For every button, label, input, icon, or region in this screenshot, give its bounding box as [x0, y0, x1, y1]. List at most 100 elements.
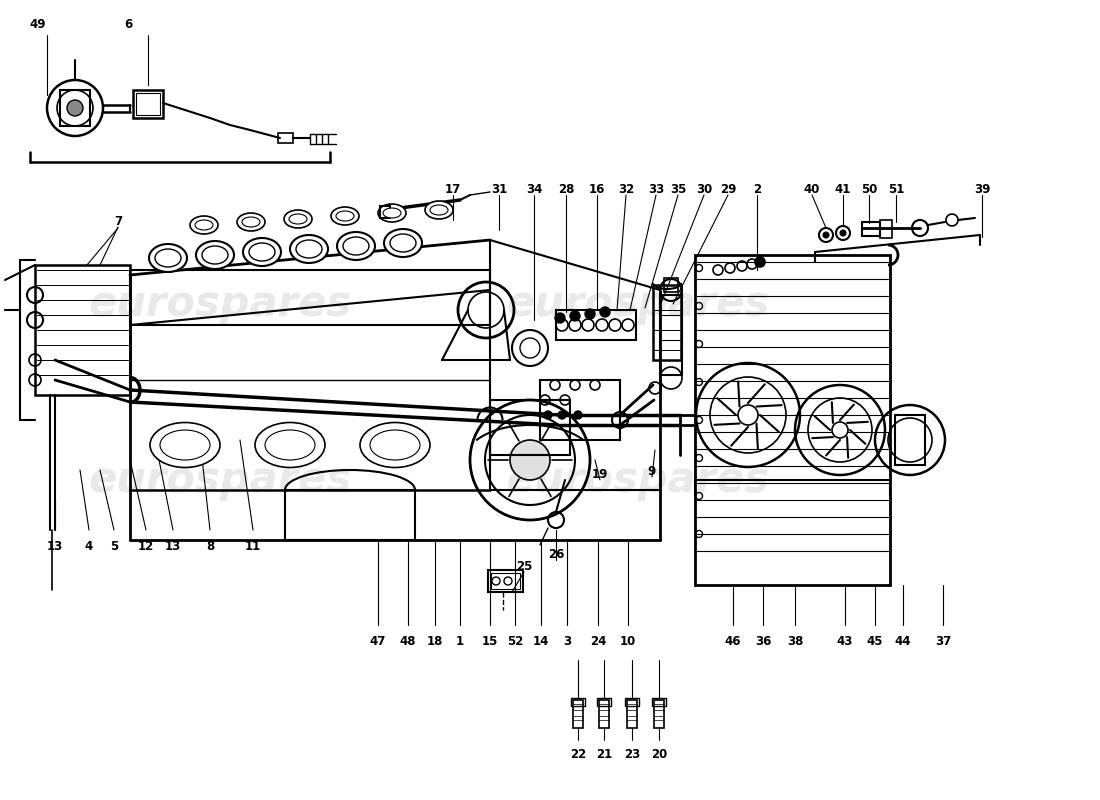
- Text: 32: 32: [618, 183, 634, 196]
- Ellipse shape: [337, 232, 375, 260]
- Text: 14: 14: [532, 635, 549, 648]
- Circle shape: [585, 309, 595, 319]
- Text: 45: 45: [867, 635, 883, 648]
- Ellipse shape: [383, 208, 402, 218]
- Bar: [664, 278, 678, 292]
- Text: 15: 15: [482, 635, 498, 648]
- Text: 29: 29: [719, 183, 736, 196]
- Bar: [491, 573, 520, 589]
- Circle shape: [823, 232, 829, 238]
- Text: 11: 11: [245, 540, 261, 553]
- Bar: [379, 206, 390, 218]
- Circle shape: [556, 313, 565, 323]
- Ellipse shape: [202, 246, 228, 264]
- Bar: [862, 222, 880, 236]
- Bar: [886, 255, 890, 585]
- Circle shape: [832, 422, 848, 438]
- Text: 6: 6: [124, 18, 132, 31]
- Bar: [488, 570, 522, 592]
- Bar: [60, 90, 90, 126]
- Text: 8: 8: [206, 540, 214, 553]
- Text: 41: 41: [835, 183, 851, 196]
- Text: eurospares: eurospares: [506, 283, 770, 325]
- Text: 51: 51: [888, 183, 904, 196]
- Circle shape: [558, 411, 566, 419]
- Circle shape: [570, 311, 580, 321]
- Ellipse shape: [360, 422, 430, 467]
- Text: 10: 10: [620, 635, 636, 648]
- Ellipse shape: [160, 430, 210, 460]
- Text: 24: 24: [590, 635, 606, 648]
- Text: 37: 37: [935, 635, 952, 648]
- Text: eurospares: eurospares: [506, 459, 770, 501]
- Bar: [278, 133, 293, 143]
- Text: 26: 26: [548, 548, 564, 561]
- Ellipse shape: [196, 241, 234, 269]
- Text: 9: 9: [648, 465, 656, 478]
- Bar: [625, 698, 639, 706]
- Ellipse shape: [425, 201, 453, 219]
- Bar: [627, 700, 637, 728]
- Text: 48: 48: [399, 635, 416, 648]
- Bar: [285, 490, 415, 540]
- Bar: [573, 700, 583, 728]
- Ellipse shape: [265, 430, 315, 460]
- Ellipse shape: [242, 217, 260, 227]
- Text: 44: 44: [894, 635, 911, 648]
- Text: 47: 47: [370, 635, 386, 648]
- Bar: [490, 400, 570, 455]
- Text: 38: 38: [786, 635, 803, 648]
- Text: 25: 25: [516, 560, 532, 573]
- Circle shape: [755, 257, 764, 267]
- Bar: [540, 380, 620, 440]
- Ellipse shape: [430, 205, 448, 215]
- Circle shape: [840, 230, 846, 236]
- Text: 5: 5: [110, 540, 118, 553]
- Circle shape: [738, 405, 758, 425]
- Ellipse shape: [290, 235, 328, 263]
- Text: 40: 40: [804, 183, 821, 196]
- Text: 13: 13: [47, 540, 63, 553]
- Text: 3: 3: [563, 635, 571, 648]
- Bar: [653, 285, 681, 360]
- Bar: [597, 698, 611, 706]
- Text: 33: 33: [648, 183, 664, 196]
- Bar: [556, 310, 636, 340]
- Text: 31: 31: [491, 183, 507, 196]
- Text: 2: 2: [752, 183, 761, 196]
- Text: 46: 46: [725, 635, 741, 648]
- Circle shape: [510, 440, 550, 480]
- Circle shape: [600, 307, 610, 317]
- Ellipse shape: [384, 229, 422, 257]
- Ellipse shape: [236, 213, 265, 231]
- Bar: [695, 255, 890, 585]
- Bar: [880, 220, 892, 238]
- Ellipse shape: [336, 211, 354, 221]
- Ellipse shape: [155, 249, 182, 267]
- Ellipse shape: [296, 240, 322, 258]
- Ellipse shape: [255, 422, 324, 467]
- Text: 36: 36: [755, 635, 771, 648]
- Circle shape: [544, 411, 552, 419]
- Text: 21: 21: [596, 748, 612, 761]
- Bar: [600, 700, 609, 728]
- Ellipse shape: [390, 234, 416, 252]
- Text: 19: 19: [592, 468, 608, 481]
- Text: 43: 43: [837, 635, 854, 648]
- Ellipse shape: [148, 244, 187, 272]
- Bar: [133, 90, 163, 118]
- Text: 28: 28: [558, 183, 574, 196]
- Bar: [652, 698, 666, 706]
- Circle shape: [67, 100, 82, 116]
- Ellipse shape: [289, 214, 307, 224]
- Bar: [130, 270, 490, 325]
- Text: 16: 16: [588, 183, 605, 196]
- Ellipse shape: [195, 220, 213, 230]
- Text: 50: 50: [861, 183, 877, 196]
- Ellipse shape: [284, 210, 312, 228]
- Text: 20: 20: [651, 748, 667, 761]
- Text: 49: 49: [30, 18, 46, 31]
- Bar: [136, 93, 160, 115]
- Text: 39: 39: [974, 183, 990, 196]
- Text: 22: 22: [570, 748, 586, 761]
